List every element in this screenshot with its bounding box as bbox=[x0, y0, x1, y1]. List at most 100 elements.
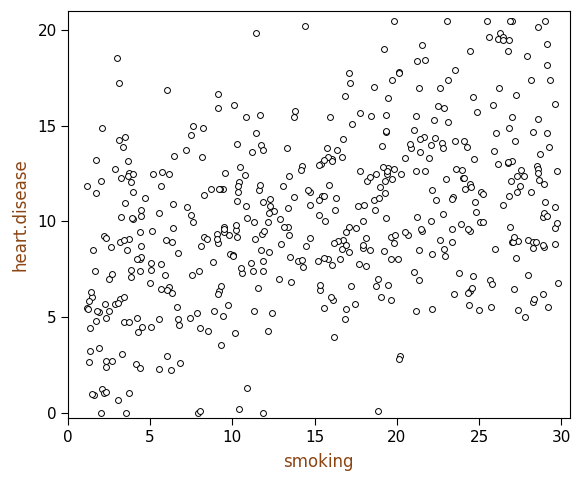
Point bbox=[329, 296, 338, 304]
Point bbox=[522, 53, 532, 60]
Point bbox=[193, 309, 202, 317]
Point bbox=[157, 182, 166, 190]
Point bbox=[214, 186, 223, 193]
Point bbox=[375, 183, 385, 191]
Point bbox=[322, 144, 332, 151]
Point bbox=[258, 199, 268, 206]
Point bbox=[543, 303, 553, 311]
Point bbox=[285, 173, 294, 180]
Point bbox=[447, 225, 456, 233]
Point bbox=[264, 248, 273, 256]
Point bbox=[459, 174, 469, 182]
Point bbox=[521, 313, 530, 321]
Point bbox=[539, 180, 548, 188]
Point bbox=[428, 305, 437, 313]
Point bbox=[132, 315, 142, 322]
Point bbox=[353, 202, 363, 210]
Point bbox=[317, 192, 326, 200]
Point bbox=[82, 182, 92, 190]
Point bbox=[371, 170, 381, 178]
Point bbox=[489, 147, 498, 155]
Point bbox=[315, 286, 325, 294]
Point bbox=[528, 129, 538, 136]
Point bbox=[439, 245, 448, 253]
Point bbox=[487, 303, 496, 311]
Point bbox=[507, 239, 517, 246]
Point bbox=[199, 124, 208, 132]
Point bbox=[214, 288, 223, 295]
Point bbox=[319, 156, 329, 164]
Point bbox=[154, 365, 164, 373]
Point bbox=[257, 230, 266, 238]
Point bbox=[491, 129, 501, 136]
Point bbox=[265, 195, 275, 203]
Point bbox=[219, 226, 229, 233]
Point bbox=[443, 76, 452, 83]
Point bbox=[195, 407, 204, 415]
Point bbox=[358, 244, 367, 252]
Point bbox=[290, 107, 300, 115]
Point bbox=[382, 167, 392, 175]
Point bbox=[128, 214, 137, 222]
Point bbox=[381, 127, 391, 135]
Point bbox=[345, 79, 354, 86]
Point bbox=[449, 290, 459, 298]
Point bbox=[552, 167, 561, 175]
Point bbox=[251, 129, 261, 136]
Point bbox=[110, 300, 120, 308]
Point bbox=[345, 223, 354, 231]
Point bbox=[324, 181, 333, 188]
Point bbox=[542, 212, 552, 220]
Point bbox=[466, 183, 476, 191]
Point bbox=[124, 235, 134, 242]
Point bbox=[381, 214, 391, 222]
Point bbox=[247, 148, 257, 156]
Point bbox=[117, 174, 126, 182]
Y-axis label: heart.disease: heart.disease bbox=[11, 159, 29, 271]
Point bbox=[533, 115, 542, 123]
Point bbox=[175, 360, 184, 367]
Point bbox=[438, 211, 448, 218]
Point bbox=[542, 40, 552, 48]
Point bbox=[146, 266, 156, 273]
Point bbox=[382, 111, 391, 119]
Point bbox=[255, 181, 265, 189]
Point bbox=[115, 136, 124, 144]
Point bbox=[194, 268, 203, 275]
Point bbox=[523, 236, 532, 244]
Point bbox=[94, 308, 104, 316]
Point bbox=[373, 407, 382, 415]
Point bbox=[168, 224, 178, 232]
Point bbox=[427, 250, 436, 258]
Point bbox=[258, 257, 268, 265]
Point bbox=[270, 207, 279, 215]
Point bbox=[430, 134, 440, 142]
Point bbox=[182, 203, 192, 211]
Point bbox=[472, 108, 482, 116]
Point bbox=[514, 306, 523, 313]
Point bbox=[185, 315, 195, 322]
Point bbox=[346, 282, 356, 290]
Point bbox=[104, 275, 114, 283]
Point bbox=[412, 57, 422, 65]
Point bbox=[498, 201, 508, 209]
Point bbox=[216, 341, 226, 349]
Point bbox=[305, 188, 315, 196]
Point bbox=[403, 232, 412, 240]
Point bbox=[101, 363, 111, 371]
Point bbox=[539, 290, 548, 298]
Point bbox=[86, 288, 96, 296]
Point bbox=[504, 193, 514, 201]
Point bbox=[417, 226, 426, 233]
Point bbox=[358, 241, 367, 249]
Point bbox=[188, 271, 197, 279]
Point bbox=[468, 284, 477, 292]
Point bbox=[344, 69, 353, 77]
Point bbox=[298, 263, 308, 271]
Point bbox=[129, 188, 138, 196]
Point bbox=[203, 327, 212, 335]
Point bbox=[496, 29, 505, 37]
Point bbox=[510, 137, 519, 145]
Point bbox=[478, 190, 487, 198]
Point bbox=[248, 268, 258, 275]
